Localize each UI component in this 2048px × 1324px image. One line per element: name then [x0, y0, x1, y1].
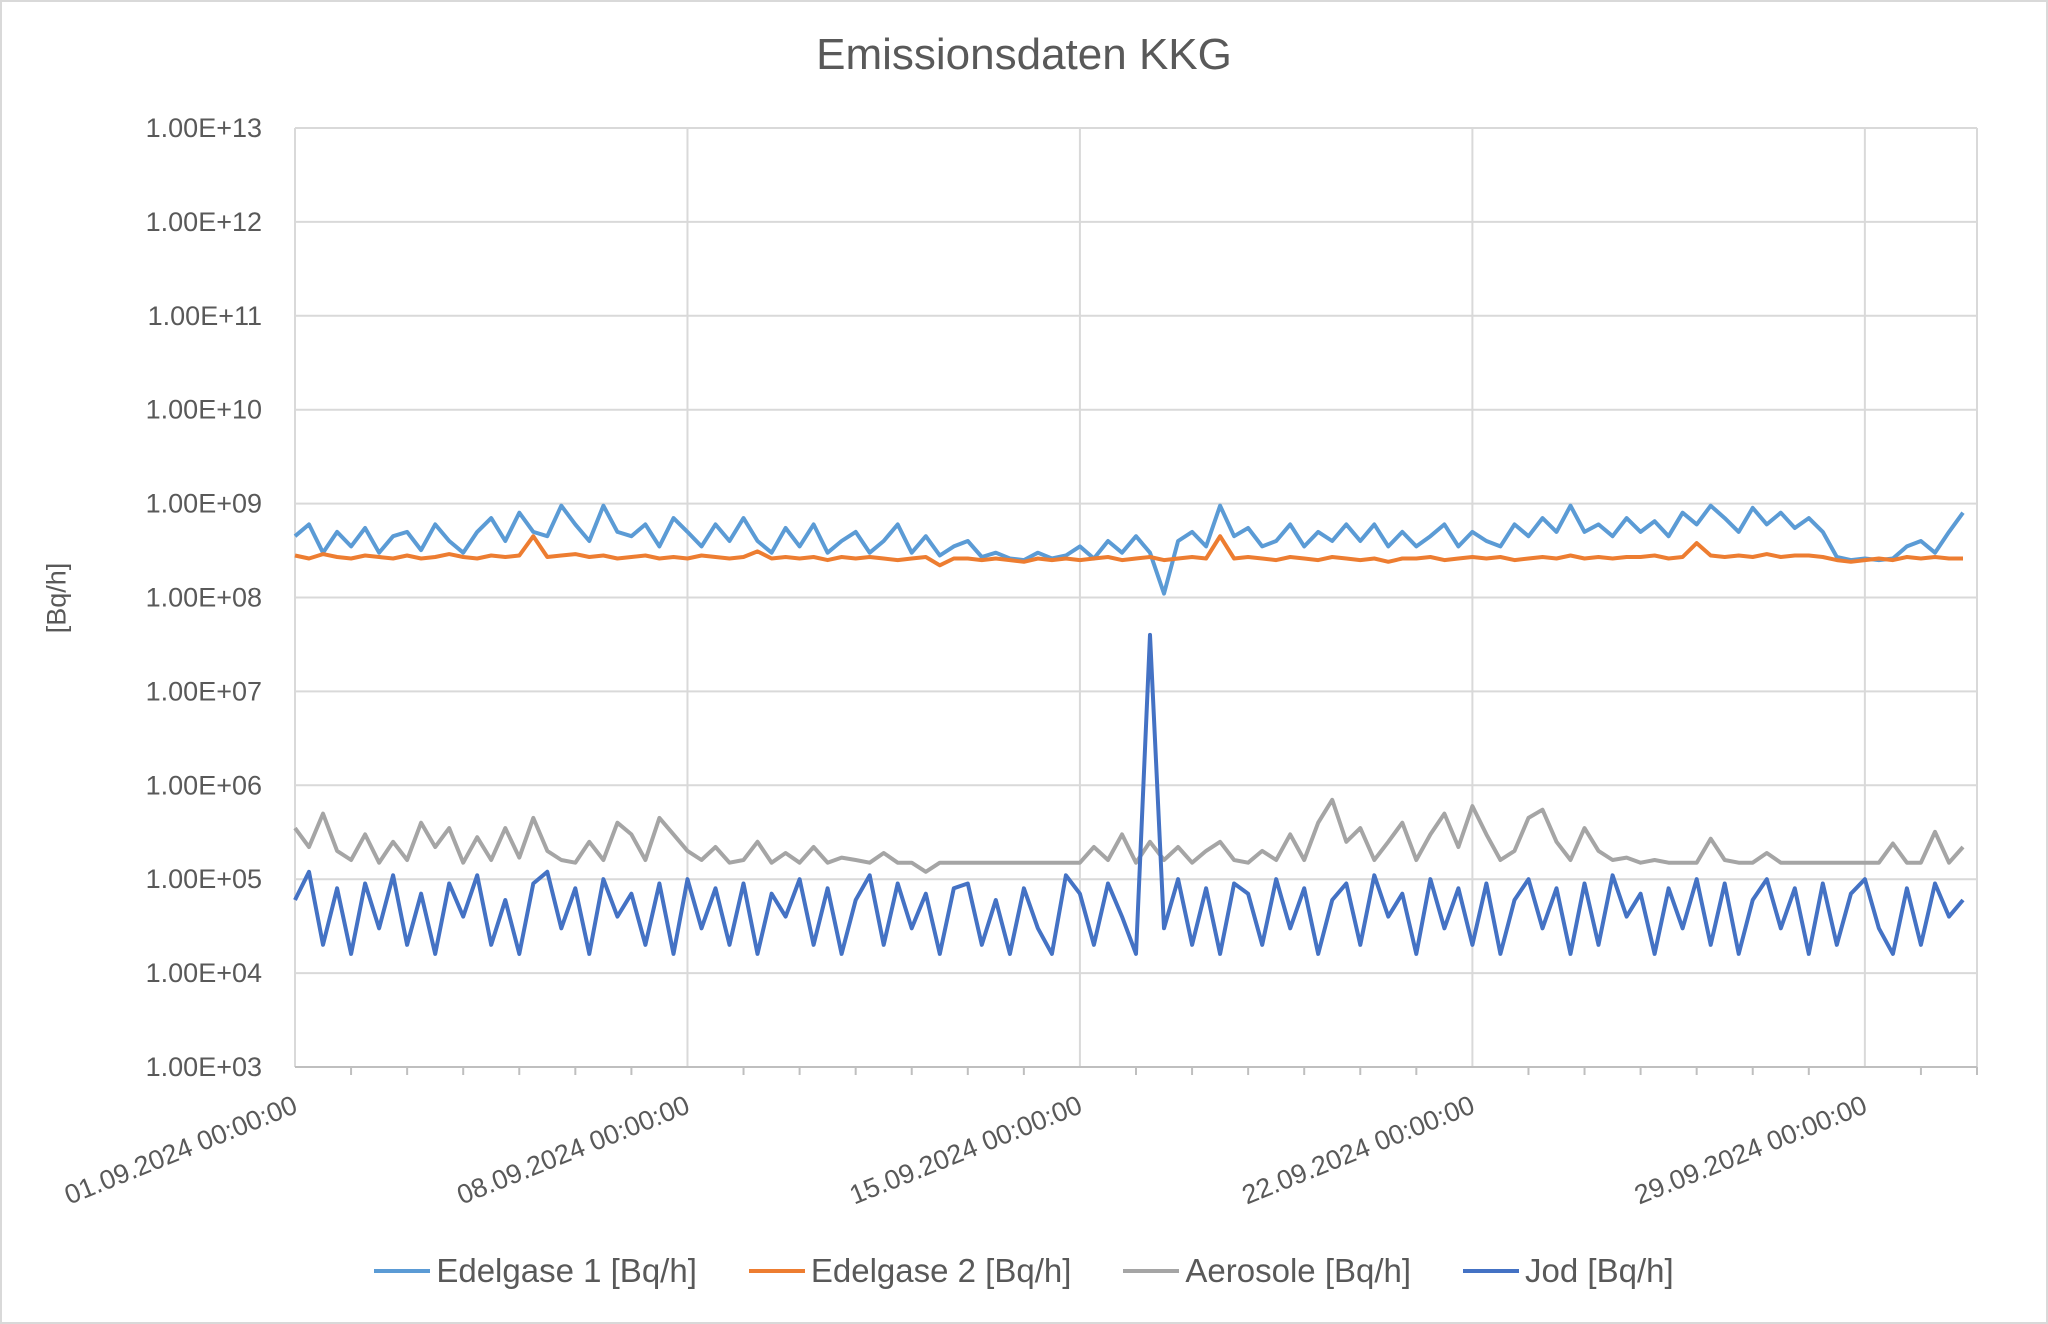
legend-label: Jod [Bq/h] — [1525, 1252, 1674, 1289]
legend-swatch — [374, 1269, 431, 1273]
y-tick-label: 1.00E+03 — [146, 1052, 262, 1082]
legend-label: Aerosole [Bq/h] — [1185, 1252, 1412, 1289]
y-tick-label: 1.00E+04 — [146, 958, 262, 988]
y-tick-label: 1.00E+12 — [146, 207, 262, 237]
y-tick-label: 1.00E+08 — [146, 583, 262, 613]
legend-item: Edelgase 2 [Bq/h] — [748, 1252, 1072, 1290]
chart-title: Emissionsdaten KKG — [816, 30, 1232, 79]
y-tick-label: 1.00E+07 — [146, 676, 262, 706]
legend-swatch — [1123, 1269, 1180, 1273]
y-tick-label: 1.00E+13 — [146, 113, 262, 143]
legend-swatch — [1463, 1269, 1520, 1273]
x-tick-label: 08.09.2024 00:00:00 — [453, 1090, 694, 1211]
y-tick-label: 1.00E+09 — [146, 489, 262, 519]
y-tick-label: 1.00E+05 — [146, 864, 262, 894]
series-line-2 — [294, 534, 1963, 568]
legend: Edelgase 1 [Bq/h] Edelgase 2 [Bq/h] Aeroso… — [0, 1252, 2048, 1290]
legend-item: Jod [Bq/h] — [1463, 1252, 1674, 1290]
y-tick-label: 1.00E+10 — [146, 395, 262, 425]
series-line-1 — [293, 503, 1965, 596]
x-tick-label: 29.09.2024 00:00:00 — [1630, 1090, 1871, 1211]
y-tick-label: 1.00E+11 — [148, 301, 262, 331]
legend-item: Edelgase 1 [Bq/h] — [374, 1252, 697, 1290]
y-tick-label: 1.00E+06 — [146, 770, 262, 800]
legend-label: Edelgase 2 [Bq/h] — [810, 1252, 1072, 1289]
x-tick-label: 15.09.2024 00:00:00 — [845, 1090, 1086, 1211]
series-line-4 — [293, 632, 1965, 956]
series-line-3 — [293, 797, 1965, 874]
legend-swatch — [748, 1269, 805, 1273]
x-tick-label: 22.09.2024 00:00:00 — [1238, 1090, 1479, 1211]
legend-label: Edelgase 1 [Bq/h] — [436, 1252, 697, 1289]
x-tick-label: 01.09.2024 00:00:00 — [60, 1090, 301, 1211]
legend-item: Aerosole [Bq/h] — [1123, 1252, 1411, 1290]
